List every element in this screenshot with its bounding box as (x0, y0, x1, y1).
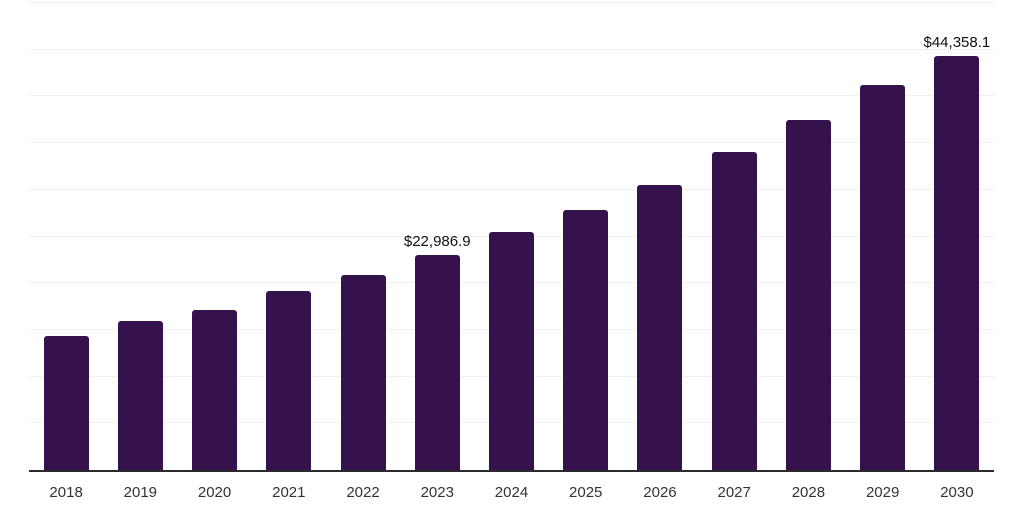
bar-2018 (43, 335, 89, 470)
bar-2030 (934, 55, 980, 470)
bar-2029 (860, 85, 906, 470)
x-tick-label-2018: 2018 (49, 484, 83, 501)
x-tick-label-2028: 2028 (791, 484, 826, 501)
gridline (29, 142, 994, 144)
bar-2026 (637, 185, 683, 470)
x-tick-label-2022: 2022 (346, 484, 380, 501)
gridline (29, 48, 994, 50)
bar-2028 (785, 119, 831, 470)
gridline (29, 188, 994, 190)
bar-2021 (266, 290, 312, 470)
gridline (29, 2, 994, 3)
x-tick-label-2027: 2027 (717, 484, 751, 501)
x-axis-labels: 2018 2019 2020 2021 2022 2023 2024 2025 2026 2027… (29, 485, 994, 505)
bar-2023 (414, 255, 460, 470)
gridline (29, 95, 994, 97)
data-label-2030: $44,358.1 (923, 33, 991, 51)
x-tick-label-2030: 2030 (940, 484, 974, 501)
bar-2019 (117, 320, 163, 470)
x-tick-label-2019: 2019 (123, 484, 158, 501)
bar-2022 (340, 274, 386, 470)
bar-2025 (563, 210, 609, 470)
x-axis-line (29, 470, 994, 472)
data-label-2023: $22,986.9 (403, 233, 471, 251)
x-tick-label-2021: 2021 (272, 484, 306, 501)
bar-2027 (711, 152, 757, 470)
x-tick-label-2020: 2020 (197, 484, 232, 501)
x-tick-label-2026: 2026 (643, 484, 677, 501)
x-tick-label-2024: 2024 (494, 484, 529, 501)
x-tick-label-2025: 2025 (569, 484, 603, 501)
plot-area: $22,986.9 $44,358.1 (29, 2, 994, 470)
bar-2024 (489, 231, 534, 470)
x-tick-label-2029: 2029 (865, 484, 900, 501)
x-tick-label-2023: 2023 (420, 484, 454, 501)
bar-2020 (192, 310, 238, 470)
